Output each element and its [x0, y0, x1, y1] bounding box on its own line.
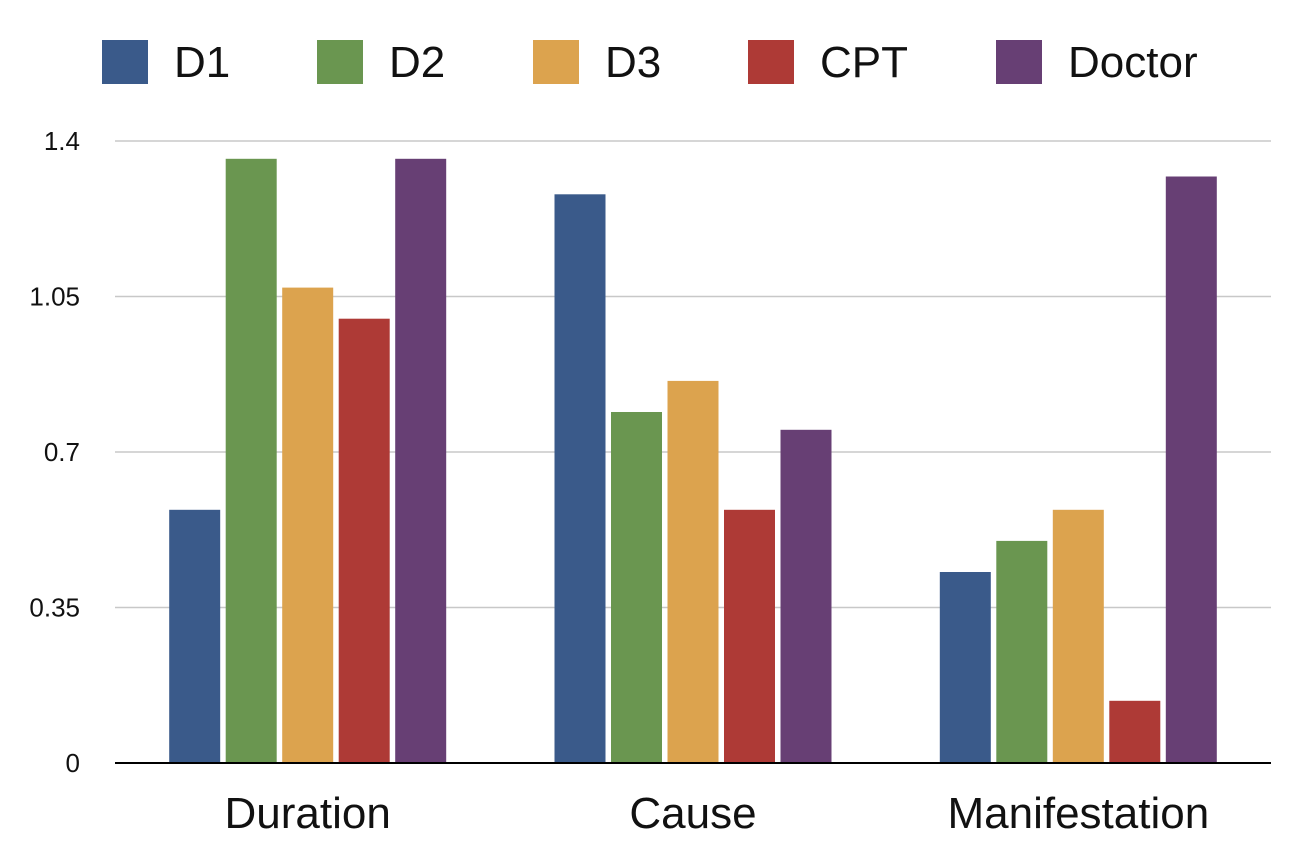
- bar-cpt-cause: [724, 509, 775, 763]
- legend-swatch: [533, 40, 579, 84]
- bar-d1-duration: [169, 509, 221, 763]
- legend-item-cpt: CPT: [748, 38, 908, 87]
- bar-d1-cause: [554, 194, 606, 764]
- x-category-labels: Duration Cause Manifestation: [225, 789, 1210, 838]
- legend-label: D2: [389, 38, 445, 87]
- bar-d3-cause: [667, 380, 719, 763]
- y-tick-label: 1.05: [29, 282, 80, 312]
- bar-doctor-manifestation: [1165, 176, 1217, 763]
- bar-doctor-duration: [395, 158, 447, 764]
- legend-swatch: [996, 40, 1042, 84]
- x-category-label: Cause: [629, 789, 756, 838]
- y-tick-label: 0.7: [44, 437, 80, 467]
- legend-label: CPT: [820, 38, 908, 87]
- y-tick-label: 1.4: [44, 126, 80, 156]
- legend-label: Doctor: [1068, 38, 1198, 87]
- legend-label: D1: [174, 38, 230, 87]
- bar-d2-manifestation: [996, 540, 1048, 763]
- legend-swatch: [748, 40, 794, 84]
- bar-d1-manifestation: [939, 572, 991, 763]
- bar-d3-duration: [282, 287, 334, 763]
- bar-d3-manifestation: [1052, 509, 1104, 763]
- x-category-label: Duration: [225, 789, 391, 838]
- legend-label: D3: [605, 38, 661, 87]
- legend-swatch: [317, 40, 363, 84]
- x-category-label: Manifestation: [947, 789, 1209, 838]
- legend-item-d3: D3: [533, 38, 661, 87]
- bar-doctor-cause: [780, 429, 832, 763]
- y-tick-labels: 0 0.35 0.7 1.05 1.4: [29, 126, 80, 778]
- legend-swatch: [102, 40, 148, 84]
- y-tick-label: 0.35: [29, 593, 80, 623]
- bars: [169, 158, 1217, 764]
- y-tick-label: 0: [66, 748, 80, 778]
- legend: D1 D2 D3 CPT Doctor: [102, 38, 1198, 87]
- bar-cpt-duration: [338, 318, 390, 763]
- legend-item-doctor: Doctor: [996, 38, 1198, 87]
- bar-d2-cause: [611, 412, 662, 763]
- bar-cpt-manifestation: [1109, 700, 1161, 763]
- bar-d2-duration: [225, 158, 277, 764]
- legend-item-d1: D1: [102, 38, 230, 87]
- legend-item-d2: D2: [317, 38, 445, 87]
